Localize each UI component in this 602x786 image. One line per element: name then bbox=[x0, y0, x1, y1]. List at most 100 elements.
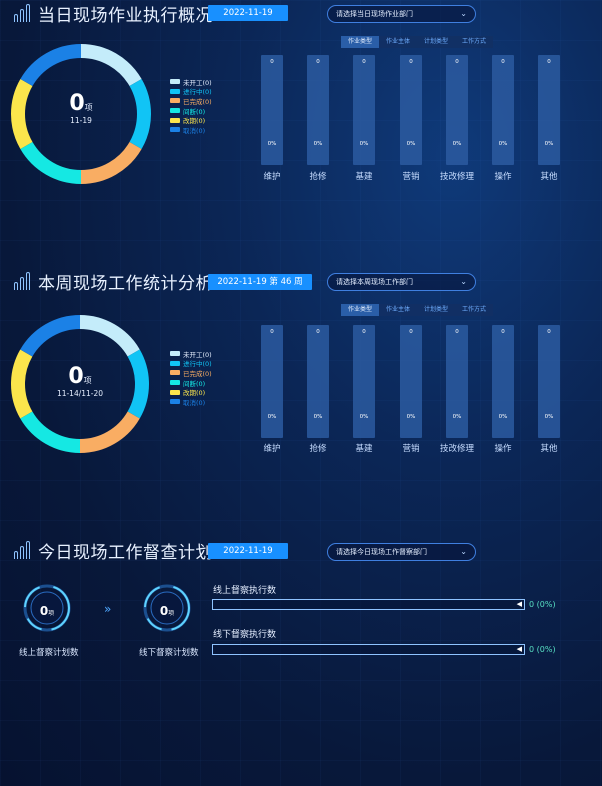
daily-date-picker[interactable]: 2022-11-19 bbox=[208, 5, 288, 21]
legend-label: 取消(0) bbox=[183, 398, 206, 407]
tab-1[interactable]: 作业主体 bbox=[386, 38, 411, 45]
donut-segment-1 bbox=[129, 79, 151, 149]
bar-category-label: 其他 bbox=[540, 444, 558, 454]
bar-count-label: 0 bbox=[316, 329, 320, 335]
bar-2[interactable]: 0 0% bbox=[353, 325, 375, 438]
legend-label: 已完成(0) bbox=[183, 97, 212, 106]
bar-count-label: 0 bbox=[501, 59, 505, 65]
legend-label: 进行中(0) bbox=[183, 360, 212, 369]
weekly-donut-svg bbox=[11, 315, 149, 453]
bar-percent-label: 0% bbox=[313, 141, 323, 147]
legend-item[interactable]: 已完成(0) bbox=[170, 96, 212, 106]
bar-6[interactable]: 0 0% bbox=[538, 325, 560, 438]
daily-donut-svg bbox=[11, 44, 151, 184]
bar-5[interactable]: 0 0% bbox=[492, 55, 514, 165]
offline-exec-label: 线下督察执行数 bbox=[213, 630, 277, 640]
online-exec-value: 0 (0%) bbox=[529, 600, 556, 609]
bar-3[interactable]: 0 0% bbox=[400, 325, 422, 438]
bar-4[interactable]: 0 0% bbox=[446, 55, 468, 165]
bar-category-label: 营销 bbox=[402, 444, 420, 454]
chevron-down-icon: ⌄ bbox=[460, 9, 467, 18]
offline-exec-progress: ◀ bbox=[212, 644, 525, 655]
donut-segment-3 bbox=[20, 411, 81, 453]
weekly-section: 本周现场工作统计分析 2022-11-19 第 46 周 请选择本周现场工作部门… bbox=[0, 268, 602, 468]
offline-count-unit: 项 bbox=[168, 610, 175, 617]
legend-item[interactable]: 未开工(0) bbox=[170, 349, 212, 359]
bar-category-label: 抢修 bbox=[309, 172, 327, 182]
daily-header: 当日现场作业执行概况 bbox=[14, 2, 213, 26]
bar-0[interactable]: 0 0% bbox=[261, 55, 283, 165]
bar-percent-label: 0% bbox=[544, 414, 554, 420]
legend-item[interactable]: 间断(0) bbox=[170, 378, 212, 388]
daily-section: 当日现场作业执行概况 2022-11-19 请选择当日现场作业部门 ⌄ 作业类型… bbox=[0, 0, 602, 250]
daily-legend: 未开工(0) 进行中(0) 已完成(0) 间断(0) 改期(0) 取消(0) bbox=[170, 77, 212, 135]
bar-3[interactable]: 0 0% bbox=[400, 55, 422, 165]
daily-donut-center: 0项 11-19 bbox=[8, 91, 154, 125]
bar-percent-label: 0% bbox=[267, 141, 277, 147]
legend-label: 间断(0) bbox=[183, 379, 206, 388]
legend-swatch bbox=[170, 108, 180, 114]
legend-item[interactable]: 改期(0) bbox=[170, 115, 212, 125]
bar-chart-icon bbox=[14, 4, 32, 22]
bar-1[interactable]: 0 0% bbox=[307, 55, 329, 165]
supervision-section: 今日现场工作督查计划 2022-11-19 请选择今日现场工作督察部门 ⌄ 0项… bbox=[0, 537, 602, 677]
online-count: 0 bbox=[39, 604, 49, 618]
legend-item[interactable]: 进行中(0) bbox=[170, 87, 212, 96]
donut-segment-0 bbox=[80, 44, 142, 87]
tab-2[interactable]: 计划类型 bbox=[424, 38, 449, 45]
tab-3[interactable]: 工作方式 bbox=[462, 38, 487, 45]
bar-count-label: 0 bbox=[270, 59, 274, 65]
bar-4[interactable]: 0 0% bbox=[446, 325, 468, 438]
bar-0[interactable]: 0 0% bbox=[261, 325, 283, 438]
daily-total: 0 bbox=[69, 91, 85, 116]
offline-plan-ring: 0项 bbox=[142, 583, 192, 633]
legend-item[interactable]: 未开工(0) bbox=[170, 77, 212, 87]
tab-3[interactable]: 工作方式 bbox=[462, 306, 487, 313]
legend-item[interactable]: 取消(0) bbox=[170, 397, 212, 407]
online-ring-center: 0项 bbox=[22, 600, 72, 619]
bar-6[interactable]: 0 0% bbox=[538, 55, 560, 165]
bar-count-label: 0 bbox=[362, 329, 366, 335]
legend-swatch bbox=[170, 127, 180, 133]
supervision-dept-select[interactable]: 请选择今日现场工作督察部门 ⌄ bbox=[327, 543, 476, 561]
weekly-dept-select[interactable]: 请选择本周现场工作部门 ⌄ bbox=[327, 273, 476, 291]
legend-item[interactable]: 间断(0) bbox=[170, 106, 212, 116]
bar-category-label: 抢修 bbox=[309, 444, 327, 454]
bar-2[interactable]: 0 0% bbox=[353, 55, 375, 165]
tab-2[interactable]: 计划类型 bbox=[424, 306, 449, 313]
donut-segment-5 bbox=[20, 315, 81, 357]
legend-label: 取消(0) bbox=[183, 126, 206, 135]
bar-category-label: 基建 bbox=[355, 444, 373, 454]
bar-percent-label: 0% bbox=[359, 141, 369, 147]
weekly-total: 0 bbox=[68, 364, 84, 389]
legend-item[interactable]: 已完成(0) bbox=[170, 368, 212, 378]
bar-chart-icon bbox=[14, 272, 32, 290]
legend-item[interactable]: 进行中(0) bbox=[170, 359, 212, 369]
tab-1[interactable]: 作业主体 bbox=[386, 306, 411, 313]
offline-plan-label: 线下督察计划数 bbox=[139, 648, 199, 658]
chevron-down-icon: ⌄ bbox=[460, 277, 467, 286]
bar-count-label: 0 bbox=[270, 329, 274, 335]
legend-swatch bbox=[170, 98, 180, 104]
online-ring-svg bbox=[23, 584, 71, 632]
bar-category-label: 维护 bbox=[263, 172, 281, 182]
supervision-date-picker[interactable]: 2022-11-19 bbox=[208, 543, 288, 559]
daily-total-unit: 项 bbox=[84, 103, 93, 112]
bar-category-label: 操作 bbox=[494, 444, 512, 454]
daily-status-donut: 0项 11-19 bbox=[8, 41, 154, 187]
bar-count-label: 0 bbox=[316, 59, 320, 65]
tab-0[interactable]: 作业类型 bbox=[341, 304, 380, 316]
weekly-date-picker[interactable]: 2022-11-19 第 46 周 bbox=[208, 274, 312, 290]
weekly-dept-placeholder: 请选择本周现场工作部门 bbox=[336, 278, 413, 286]
bar-percent-label: 0% bbox=[498, 141, 508, 147]
legend-item[interactable]: 取消(0) bbox=[170, 125, 212, 135]
bar-5[interactable]: 0 0% bbox=[492, 325, 514, 438]
chevron-down-icon: ⌄ bbox=[460, 547, 467, 556]
legend-label: 未开工(0) bbox=[183, 78, 212, 87]
weekly-tabs: 作业类型 作业主体 计划类型 工作方式 bbox=[341, 304, 494, 316]
daily-center-date: 11-19 bbox=[70, 116, 92, 125]
daily-dept-select[interactable]: 请选择当日现场作业部门 ⌄ bbox=[327, 5, 476, 23]
tab-0[interactable]: 作业类型 bbox=[341, 36, 380, 48]
legend-item[interactable]: 改期(0) bbox=[170, 387, 212, 397]
bar-1[interactable]: 0 0% bbox=[307, 325, 329, 438]
